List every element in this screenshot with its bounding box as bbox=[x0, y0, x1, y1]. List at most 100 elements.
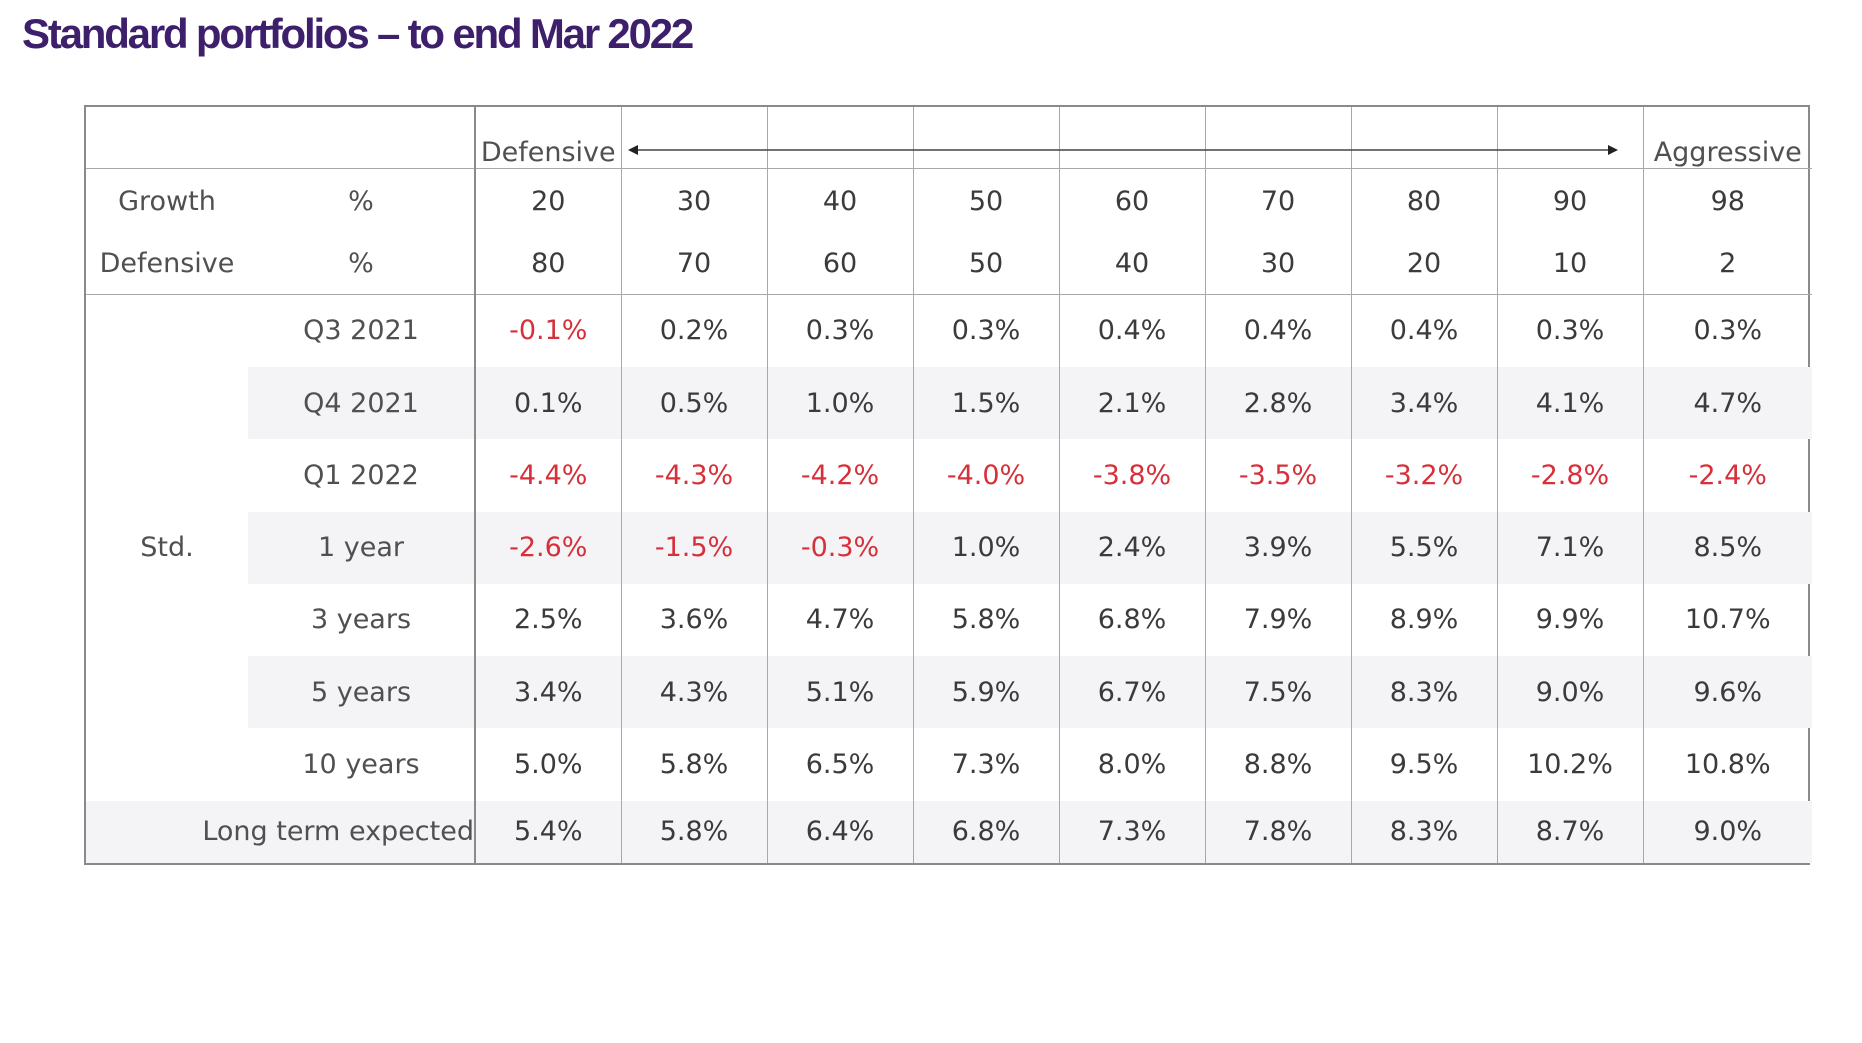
long-term-cell: 5.4% bbox=[474, 800, 621, 863]
growth-pct-cell: 98 bbox=[1642, 168, 1812, 234]
period-label: 1 year bbox=[248, 511, 475, 584]
return-cell: 9.6% bbox=[1642, 656, 1812, 729]
return-cell: 4.7% bbox=[766, 583, 913, 657]
period-label: 5 years bbox=[248, 656, 475, 729]
long-term-cell: 5.8% bbox=[620, 800, 767, 863]
return-cell: 0.4% bbox=[1058, 294, 1205, 367]
return-cell: -2.4% bbox=[1642, 439, 1812, 512]
return-cell: 0.5% bbox=[620, 367, 767, 440]
header-row: Defensive Aggressive bbox=[86, 107, 1812, 169]
growth-pct-cell: 90 bbox=[1496, 168, 1643, 234]
growth-pct-cell: 80 bbox=[1350, 168, 1497, 234]
table-row: Q1 2022 -4.4% -4.3% -4.2% -4.0% -3.8% -3.5% -3.… bbox=[86, 439, 1812, 512]
defensive-unit: % bbox=[248, 233, 475, 295]
return-cell: 6.7% bbox=[1058, 656, 1205, 729]
defensive-pct-cell: 20 bbox=[1350, 233, 1497, 295]
growth-pct-cell: 30 bbox=[620, 168, 767, 234]
return-cell: 10.7% bbox=[1642, 583, 1812, 657]
return-cell: 2.1% bbox=[1058, 367, 1205, 440]
return-cell: 2.8% bbox=[1204, 367, 1351, 440]
return-cell: 0.3% bbox=[766, 294, 913, 367]
aggressive-end-label: Aggressive bbox=[1642, 107, 1812, 169]
defensive-row: Defensive % 80 70 60 50 40 30 20 10 2 bbox=[86, 233, 1812, 295]
defensive-label: Defensive bbox=[86, 233, 248, 295]
long-term-row: Long term expected 5.4% 5.8% 6.4% 6.8% 7.3% 7.… bbox=[86, 800, 1812, 863]
return-cell: 5.9% bbox=[912, 656, 1059, 729]
return-cell: -3.8% bbox=[1058, 439, 1205, 512]
long-term-cell: 8.3% bbox=[1350, 800, 1497, 863]
period-label: 10 years bbox=[302, 749, 420, 781]
defensive-end-label: Defensive bbox=[474, 107, 621, 169]
defensive-pct-cell: 2 bbox=[1642, 233, 1812, 295]
period-label: 3 years bbox=[310, 604, 412, 636]
return-cell: 6.8% bbox=[1058, 583, 1205, 657]
table-row: 3 years 2.5% 3.6% 4.7% 5.8% 6.8% 7.9% 8.9% 9.9% 1… bbox=[86, 583, 1812, 657]
return-cell: 3.4% bbox=[474, 656, 621, 729]
growth-pct-cell: 60 bbox=[1058, 168, 1205, 234]
defensive-pct-cell: 70 bbox=[620, 233, 767, 295]
defensive-pct-cell: 50 bbox=[912, 233, 1059, 295]
return-cell: 8.0% bbox=[1058, 728, 1205, 801]
return-cell: 10.2% bbox=[1496, 728, 1643, 801]
defensive-pct-cell: 30 bbox=[1204, 233, 1351, 295]
long-term-cell: 6.4% bbox=[766, 800, 913, 863]
return-cell: -0.1% bbox=[474, 294, 621, 367]
return-cell: 1.0% bbox=[912, 511, 1059, 584]
return-cell: 8.5% bbox=[1642, 511, 1812, 584]
defensive-pct-cell: 80 bbox=[474, 233, 621, 295]
return-cell: -3.2% bbox=[1350, 439, 1497, 512]
return-cell: -2.6% bbox=[474, 511, 621, 584]
period-label: Q1 2022 bbox=[303, 459, 419, 491]
return-cell: 0.4% bbox=[1350, 294, 1497, 367]
return-cell: 7.9% bbox=[1204, 583, 1351, 657]
return-cell: 8.9% bbox=[1350, 583, 1497, 657]
return-cell: 10.8% bbox=[1642, 728, 1812, 801]
defensive-pct-cell: 40 bbox=[1058, 233, 1205, 295]
return-cell: -4.4% bbox=[474, 439, 621, 512]
return-cell: 2.4% bbox=[1058, 511, 1205, 584]
return-cell: -3.5% bbox=[1204, 439, 1351, 512]
return-cell: 0.4% bbox=[1204, 294, 1351, 367]
return-cell: 4.3% bbox=[620, 656, 767, 729]
table-row: 10 years 5.0% 5.8% 6.5% 7.3% 8.0% 8.8% 9.5% 10.2… bbox=[86, 728, 1812, 801]
return-cell: 6.5% bbox=[766, 728, 913, 801]
portfolio-table: Defensive Aggressive Growth % 20 30 40 50 60… bbox=[84, 105, 1812, 865]
return-cell: 9.5% bbox=[1350, 728, 1497, 801]
growth-pct-cell: 40 bbox=[766, 168, 913, 234]
return-cell: -4.3% bbox=[620, 439, 767, 512]
return-cell: 0.3% bbox=[912, 294, 1059, 367]
long-term-cell: 7.8% bbox=[1204, 800, 1351, 863]
return-cell: 8.3% bbox=[1350, 656, 1497, 729]
return-cell: 0.2% bbox=[620, 294, 767, 367]
return-cell: 1.5% bbox=[912, 367, 1059, 440]
return-cell: 3.9% bbox=[1204, 511, 1351, 584]
growth-label: Growth bbox=[86, 168, 248, 234]
long-term-cell: 8.7% bbox=[1496, 800, 1643, 863]
return-cell: 4.7% bbox=[1642, 367, 1812, 440]
returns-table: Defensive Aggressive Growth % 20 30 40 50 60… bbox=[86, 107, 1812, 863]
return-cell: 5.8% bbox=[620, 728, 767, 801]
long-term-cell: 9.0% bbox=[1642, 800, 1812, 863]
return-cell: 7.3% bbox=[912, 728, 1059, 801]
risk-spectrum-arrow bbox=[628, 145, 1618, 155]
growth-pct-cell: 20 bbox=[474, 168, 621, 234]
return-cell: -4.0% bbox=[912, 439, 1059, 512]
return-cell: 2.5% bbox=[474, 583, 621, 657]
growth-row: Growth % 20 30 40 50 60 70 80 90 98 bbox=[86, 168, 1812, 234]
return-cell: 1.0% bbox=[766, 367, 913, 440]
return-cell: 5.0% bbox=[474, 728, 621, 801]
group-label: Std. bbox=[140, 532, 194, 564]
table-row: 5 years 3.4% 4.3% 5.1% 5.9% 6.7% 7.5% 8.3% 9.0% 9… bbox=[86, 656, 1812, 729]
table-row: Q4 2021 0.1% 0.5% 1.0% 1.5% 2.1% 2.8% 3.4% 4.1% 4… bbox=[86, 367, 1812, 440]
return-cell: 0.3% bbox=[1642, 294, 1812, 367]
return-cell: -2.8% bbox=[1496, 439, 1643, 512]
return-cell: 9.9% bbox=[1496, 583, 1643, 657]
table-row: Std. Q3 2021 -0.1% 0.2% 0.3% 0.3% 0.4% 0.4% 0.4%… bbox=[86, 294, 1812, 563]
return-cell: 7.5% bbox=[1204, 656, 1351, 729]
defensive-pct-cell: 60 bbox=[766, 233, 913, 295]
return-cell: -4.2% bbox=[766, 439, 913, 512]
growth-pct-cell: 70 bbox=[1204, 168, 1351, 234]
return-cell: 7.1% bbox=[1496, 511, 1643, 584]
long-term-cell: 7.3% bbox=[1058, 800, 1205, 863]
return-cell: 3.4% bbox=[1350, 367, 1497, 440]
